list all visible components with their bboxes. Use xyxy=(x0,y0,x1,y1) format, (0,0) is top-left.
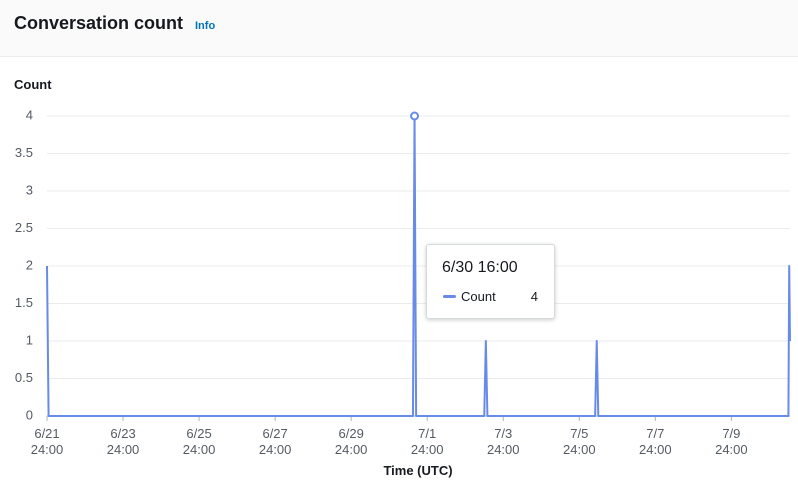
y-tick-label: 4 xyxy=(26,107,33,122)
y-tick-label: 3 xyxy=(26,182,33,197)
x-tick-label: 6/29 24:00 xyxy=(334,426,368,457)
x-tick-label: 6/23 24:00 xyxy=(106,426,140,457)
info-link[interactable]: Info xyxy=(195,20,216,32)
x-tick-label: 7/1 24:00 xyxy=(410,426,444,457)
x-axis-label: Time (UTC) xyxy=(383,463,453,478)
y-tick-label: 2 xyxy=(26,257,33,272)
x-tick-label: 7/9 24:00 xyxy=(715,426,748,457)
y-tick-label: 3.5 xyxy=(15,145,33,160)
x-tick-label: 6/25 24:00 xyxy=(182,426,216,457)
widget-title: Conversation count xyxy=(14,13,184,33)
x-tick-label: 7/5 24:00 xyxy=(563,426,596,457)
x-tick-label: 6/27 24:00 xyxy=(258,426,292,457)
x-tick-label: 7/7 24:00 xyxy=(639,426,672,457)
line xyxy=(46,115,791,417)
tooltip-title: 6/30 16:00 xyxy=(442,259,518,276)
tooltip-swatch xyxy=(443,295,456,298)
tooltip-value: 4 xyxy=(530,289,538,304)
tooltip-series: Count xyxy=(461,289,496,304)
y-tick-label: 0.5 xyxy=(15,370,33,385)
x-tick-label: 7/3 24:00 xyxy=(486,426,520,457)
highlight-point xyxy=(410,111,420,121)
x-tick-label: 6/21 24:00 xyxy=(30,426,64,457)
header: Conversation count Info xyxy=(0,0,798,57)
tooltip: 6/30 16:00 Count 4 xyxy=(426,244,555,319)
y-tick-label: 0 xyxy=(26,407,33,422)
y-tick-label: 2.5 xyxy=(15,220,33,235)
y-axis-label: Count xyxy=(14,77,52,92)
y-tick-label: 1 xyxy=(26,332,33,347)
y-tick-label: 1.5 xyxy=(15,295,33,310)
